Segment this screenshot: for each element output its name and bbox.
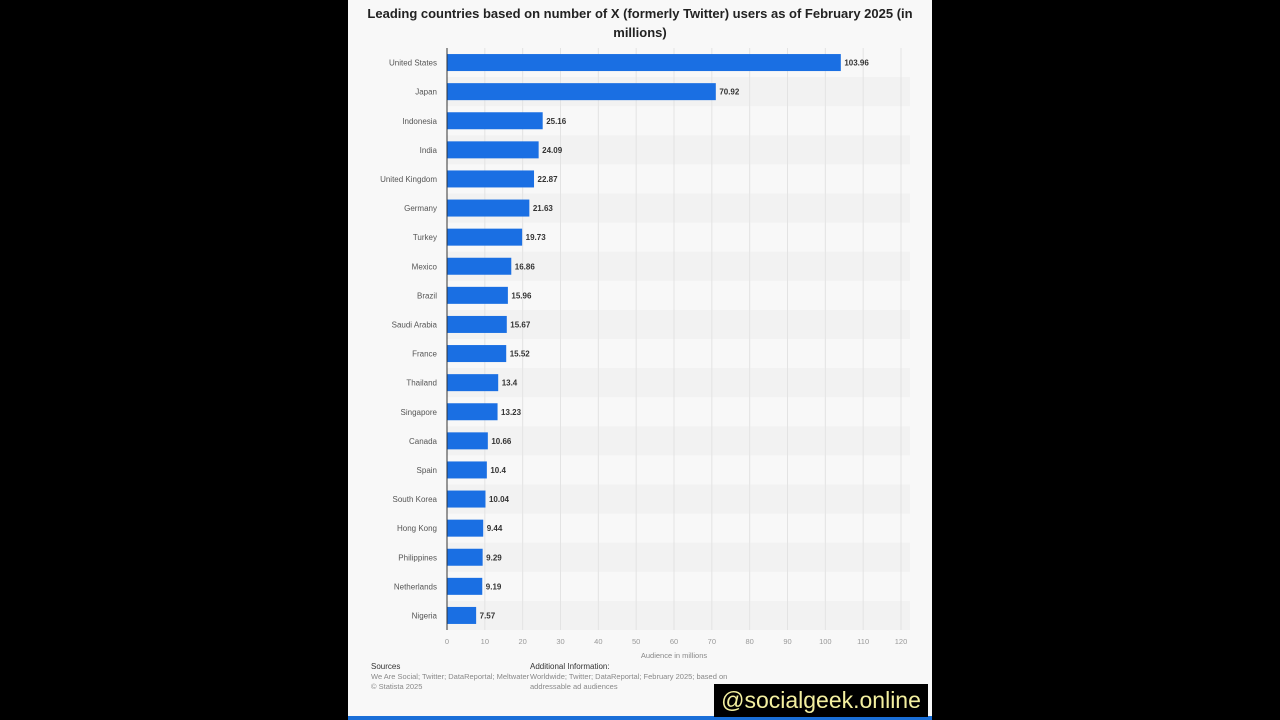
sources-text: We Are Social; Twitter; DataReportal; Me… [371,672,530,681]
y-category-label: France [412,350,437,359]
bar [447,519,484,537]
y-category-label: Brazil [417,291,437,300]
bar [447,490,486,508]
y-category-label: Singapore [401,408,438,417]
bar [447,432,488,450]
data-label: 103.96 [844,59,869,68]
y-category-label: Philippines [398,553,437,562]
row-band [447,368,910,398]
data-label: 70.92 [719,88,740,97]
y-category-label: United Kingdom [380,175,437,184]
data-label: 10.4 [490,466,506,475]
x-tick-label: 0 [445,637,449,646]
data-label: 10.66 [491,437,512,446]
x-tick-label: 120 [895,637,908,646]
y-category-label: Hong Kong [397,524,437,533]
x-tick-label: 50 [632,637,640,646]
row-band [447,484,910,514]
x-tick-label: 30 [556,637,564,646]
x-tick-label: 10 [481,637,489,646]
bar [447,374,499,392]
x-tick-label: 40 [594,637,602,646]
chart-title: Leading countries based on number of X (… [367,6,913,40]
row-band [447,309,910,339]
bar [447,170,535,188]
bar [447,606,477,624]
bar [447,141,539,159]
bar [447,54,841,72]
y-category-label: Netherlands [394,582,437,591]
data-label: 13.4 [502,379,518,388]
y-category-label: Turkey [413,233,437,242]
row-band [447,251,910,281]
y-category-label: United States [389,59,437,68]
x-axis-label: Audience in millions [641,651,708,660]
bar [447,286,508,304]
x-tick-label: 110 [857,637,869,646]
data-label: 15.96 [511,291,532,300]
data-label: 7.57 [480,611,496,620]
additional-text: Worldwide; Twitter; DataReportal; Februa… [530,672,728,691]
y-category-label: Saudi Arabia [392,320,438,329]
x-tick-label: 70 [708,637,716,646]
watermark: @socialgeek.online [714,684,928,717]
data-label: 10.04 [489,495,510,504]
row-band [447,426,910,456]
sources: Sources We Are Social; Twitter; DataRepo… [371,662,529,692]
data-label: 9.19 [486,582,502,591]
additional-heading: Additional Information: [530,662,610,671]
bar [447,345,507,363]
data-label: 25.16 [546,117,567,126]
bar-chart: 0 10 20 30 40 50 60 70 80 90 100 110 120 United State… [380,48,910,660]
bar [447,199,530,217]
y-category-label: Thailand [406,379,437,388]
y-category-label: Germany [404,204,437,213]
sources-heading: Sources [371,662,401,671]
y-category-label: India [420,146,438,155]
data-label: 24.09 [542,146,563,155]
bar [447,577,483,595]
x-tick-label: 20 [518,637,526,646]
bottom-accent-line [348,716,932,720]
bar [447,112,543,130]
y-category-label: South Korea [393,495,438,504]
chart-panel: Leading countries based on number of X (… [348,0,932,720]
bar [447,403,498,421]
y-category-label: Canada [409,437,438,446]
data-label: 9.29 [486,553,502,562]
y-category-label: Mexico [412,262,438,271]
copyright: © Statista 2025 [371,682,423,691]
y-category-label: Japan [415,88,437,97]
bar [447,228,523,246]
y-category-label: Nigeria [412,611,438,620]
bar [447,257,512,275]
y-category-label: Spain [417,466,437,475]
data-label: 21.63 [533,204,554,213]
x-tick-label: 80 [745,637,753,646]
data-label: 9.44 [487,524,503,533]
data-label: 22.87 [538,175,559,184]
additional-information: Additional Information: Worldwide; Twitt… [530,662,770,692]
x-tick-label: 90 [783,637,791,646]
bar [447,548,483,566]
bar [447,461,487,479]
y-category-label: Indonesia [402,117,437,126]
bar [447,315,507,333]
x-tick-label: 100 [819,637,832,646]
row-band [447,600,910,630]
data-label: 15.52 [510,350,531,359]
data-label: 13.23 [501,408,522,417]
bar [447,83,716,101]
row-band [447,542,910,572]
data-label: 16.86 [515,262,536,271]
x-tick-label: 60 [670,637,678,646]
data-label: 15.67 [510,320,531,329]
data-label: 19.73 [526,233,547,242]
